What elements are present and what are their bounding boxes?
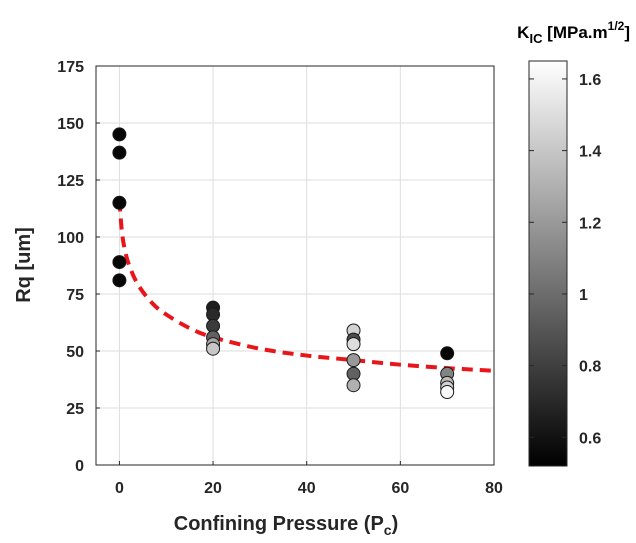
data-point xyxy=(112,195,127,210)
colorbar-tick-label: 0.8 xyxy=(579,359,601,376)
x-tick-label: 60 xyxy=(391,480,409,497)
x-tick-label: 0 xyxy=(115,480,124,497)
data-point xyxy=(112,127,127,142)
data-point xyxy=(112,273,127,288)
colorbar xyxy=(528,60,568,467)
colorbar-tick-label: 1.4 xyxy=(579,144,601,161)
colorbar-tick-label: 1 xyxy=(579,287,588,304)
y-axis: 0 25 50 75 100 125 150 175 xyxy=(57,59,100,475)
x-tick-label: 80 xyxy=(485,480,503,497)
y-tick-label: 175 xyxy=(57,59,84,76)
colorbar-tick-label: 1.2 xyxy=(579,215,601,232)
y-tick-label: 75 xyxy=(66,287,84,304)
colorbar-ticks: 0.6 0.8 1 1.2 1.4 1.6 xyxy=(529,72,601,447)
data-point xyxy=(112,255,127,270)
y-tick-label: 150 xyxy=(57,116,84,133)
data-point xyxy=(206,341,221,356)
colorbar-tick-label: 0.6 xyxy=(579,430,601,447)
data-point xyxy=(112,145,127,160)
data-point xyxy=(440,346,455,361)
x-axis: 0 20 40 60 80 xyxy=(115,461,503,497)
x-axis-label: Confining Pressure (Pc) xyxy=(174,513,399,538)
y-tick-label: 0 xyxy=(75,458,84,475)
y-tick-label: 25 xyxy=(66,401,84,418)
data-point xyxy=(440,385,455,400)
x-tick-label: 20 xyxy=(204,480,222,497)
y-tick-label: 50 xyxy=(66,344,84,361)
colorbar-tick-label: 1.6 xyxy=(579,72,601,89)
plot-area xyxy=(96,66,494,465)
x-tick-label: 40 xyxy=(298,480,316,497)
y-axis-label: Rq [um] xyxy=(13,227,35,303)
colorbar-title: KIC [MPa.m1/2] xyxy=(517,19,630,46)
y-tick-label: 100 xyxy=(57,230,84,247)
plot-frame xyxy=(95,65,495,466)
data-point xyxy=(346,378,361,393)
data-point xyxy=(346,353,361,368)
data-point xyxy=(346,337,361,352)
scatter-points xyxy=(112,127,455,400)
x-axis-label-subscript: c xyxy=(384,522,392,538)
y-tick-label: 125 xyxy=(57,173,84,190)
